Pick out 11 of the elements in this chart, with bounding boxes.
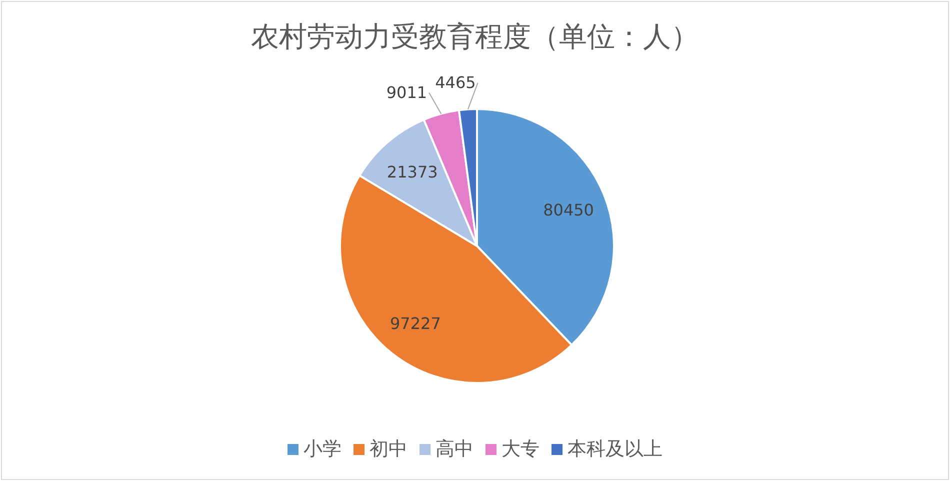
legend-label: 高中: [436, 438, 474, 460]
legend-label: 初中: [370, 438, 408, 460]
legend-label: 本科及以上: [568, 438, 662, 460]
chart-title: 农村劳动力受教育程度（单位：人）: [251, 20, 699, 53]
legend-label: 大专: [502, 438, 540, 460]
data-label: 97227: [390, 314, 441, 334]
data-label: 4465: [435, 72, 476, 92]
data-label: 9011: [386, 82, 428, 102]
legend-label: 小学: [304, 438, 342, 460]
data-label: 21373: [386, 162, 438, 182]
data-label: 80450: [543, 200, 594, 220]
